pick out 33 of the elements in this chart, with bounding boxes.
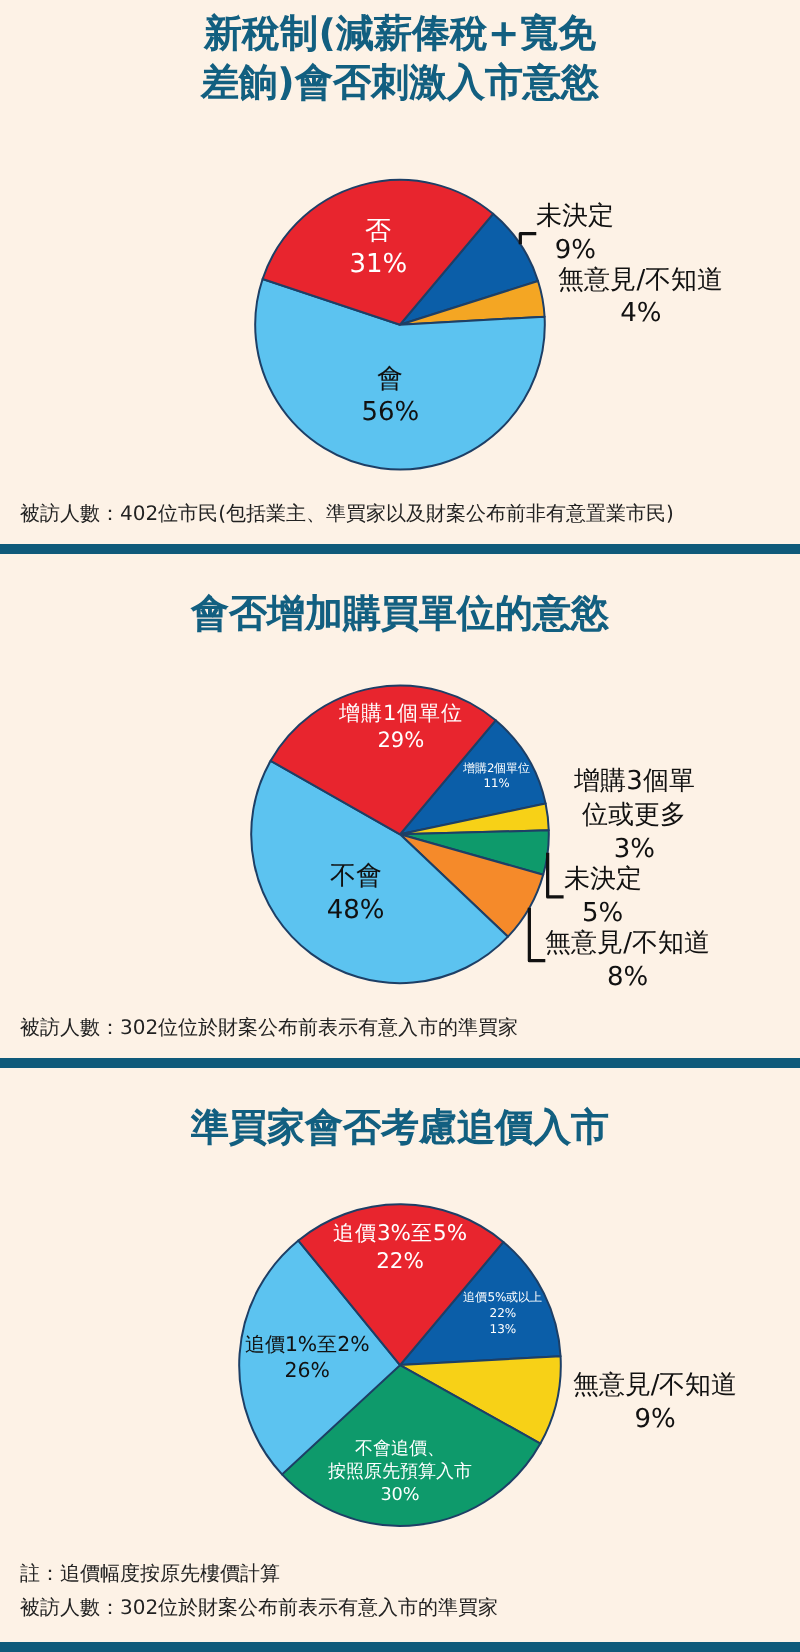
- data-label: 31%: [349, 250, 408, 281]
- slice-label: 追價1%至2%: [244, 1332, 371, 1357]
- data-label: 5%: [581, 898, 624, 929]
- text: 被訪人數：302位位於財案公布前表示有意入市的準買家: [20, 1016, 519, 1040]
- slice-label: 未決定: [536, 201, 615, 232]
- data-label: 56%: [361, 398, 420, 429]
- data-label: 4%: [620, 299, 662, 330]
- data-label: 8%: [607, 962, 649, 993]
- slice-label: 追價3%至5%: [332, 1220, 468, 1247]
- text: 被訪人數：402位市民(包括業主、準買家以及財案公布前非有意置業市民): [20, 502, 674, 526]
- data-label: 30%: [380, 1485, 420, 1506]
- slice-label: 無意見/不知道: [572, 1371, 738, 1402]
- text: 註：追價幅度按原先樓價計算: [20, 1562, 280, 1586]
- data-label: 22%: [376, 1248, 424, 1275]
- chart-title: 會否增加購買單位的意慾: [189, 592, 611, 637]
- slice-label: 無意見/不知道: [545, 928, 711, 959]
- data-label: 3%: [613, 835, 656, 866]
- chart-title: 新稅制(減薪俸稅+寬免差餉)會否刺激入市意慾: [199, 11, 601, 105]
- slice-label: 未決定: [563, 865, 642, 896]
- slice-label: 增購1個單位: [337, 699, 463, 726]
- slice-label: 不會追價、按照原先預算入市: [328, 1437, 472, 1483]
- data-label: 29%: [377, 729, 425, 754]
- text: 被訪人數：302位於財案公布前表示有意入市的準買家: [20, 1596, 499, 1620]
- data-label: 26%: [284, 1361, 331, 1384]
- slice-label: 不會: [329, 862, 382, 893]
- slice-label: 否: [365, 216, 392, 247]
- slice-label: 會: [377, 364, 404, 395]
- slice-label: 無意見/不知道: [558, 265, 724, 296]
- data-label: 48%: [326, 896, 385, 927]
- slice-label: 增購3個單位或更多: [572, 767, 695, 832]
- data-label: 9%: [554, 235, 596, 266]
- data-label: 9%: [634, 1404, 676, 1435]
- chart-title: 準買家會否考慮追價入市: [189, 1106, 609, 1151]
